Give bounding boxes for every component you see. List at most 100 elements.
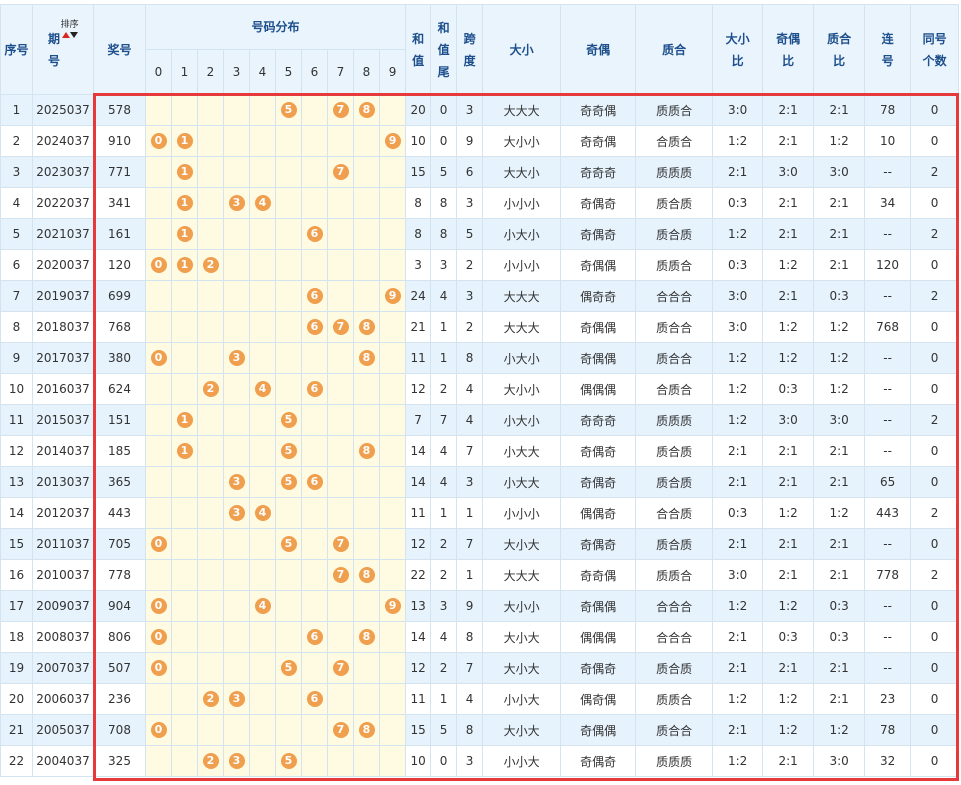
table-cell: 质质合 [635,249,714,281]
header-text: 大小比 [725,31,750,68]
digit-cell: 3 [223,683,250,715]
table-cell: 8 [456,342,484,374]
table-cell: 奇偶奇 [560,435,637,467]
digit-cell [223,714,250,746]
table-cell: 1:2 [813,125,866,157]
table-cell: 2017037 [32,342,94,374]
table-cell: 14 [405,466,432,498]
table-cell: 质合质 [635,435,714,467]
table-cell: 大大大 [482,94,562,126]
digit-header: 9 [378,49,407,95]
table-cell: 14 [405,435,432,467]
digit-header: 5 [275,49,302,95]
digit-cell [353,497,380,529]
table-cell: 365 [93,466,146,498]
table-cell: 质质合 [635,559,714,591]
table-cell: 2025037 [32,94,94,126]
digit-cell [171,94,198,126]
table-cell: 合质合 [635,125,714,157]
table-cell: 奇偶奇 [560,466,637,498]
table-cell: 2:1 [813,435,866,467]
digit-cell [197,590,224,622]
table-cell: 7 [430,404,458,436]
digit-cell [301,187,328,219]
table-row: 4 2022037 341 1 3 4 8 8 3 小小小 奇偶奇 质合质 0:3 2:1 2:1 34 0 [0,187,960,219]
table-cell: 13 [405,590,432,622]
table-cell: 8 [430,218,458,250]
table-cell: 0 [910,373,960,405]
digit-cell [378,373,407,405]
digit-cell [197,404,224,436]
digit-cell: 3 [223,466,250,498]
digit-cell [301,125,328,157]
digit-cell: 8 [353,559,380,591]
table-cell: 1:2 [813,714,866,746]
digit-cell [275,714,302,746]
table-cell: 65 [864,466,912,498]
digit-cell [275,280,302,312]
digit-cell: 0 [145,621,172,653]
digit-cell: 1 [171,404,198,436]
sort-control[interactable]: 排序 [61,20,79,42]
digit-ball: 4 [254,598,271,614]
table-cell: 偶偶奇 [560,497,637,529]
digit-cell: 9 [378,125,407,157]
table-cell: 2018037 [32,311,94,343]
table-cell: 2:1 [813,218,866,250]
digit-ball: 3 [228,195,245,211]
table-cell: 偶偶偶 [560,621,637,653]
digit-cell [378,311,407,343]
table-cell: 2019037 [32,280,94,312]
digit-cell: 1 [171,156,198,188]
digit-cell [171,745,198,777]
table-cell: 768 [93,311,146,343]
table-cell: 质质合 [635,683,714,715]
digit-cell [145,559,172,591]
digit-cell [275,497,302,529]
table-cell: 9 [0,342,33,374]
digit-ball: 7 [332,660,349,676]
table-cell: 12 [405,373,432,405]
digit-cell [197,187,224,219]
digit-cell: 2 [197,249,224,281]
digit-cell [171,714,198,746]
digit-ball: 3 [228,753,245,769]
digit-cell: 4 [249,497,276,529]
digit-header: 8 [353,49,380,95]
table-cell: 奇偶偶 [560,311,637,343]
table-cell: 2 [430,373,458,405]
digit-cell: 3 [223,745,250,777]
digit-cell [197,528,224,560]
table-cell: 1:2 [762,311,815,343]
table-cell: 0:3 [762,373,815,405]
table-cell: 2011037 [32,528,94,560]
digit-ball: 6 [306,691,323,707]
digit-cell [353,156,380,188]
table-cell: 1 [430,683,458,715]
sort-up [61,31,70,38]
digit-cell [327,466,354,498]
table-cell: 2:1 [712,528,764,560]
digit-cell [223,311,250,343]
digit-cell [223,156,250,188]
table-cell: 2:1 [762,125,815,157]
table-cell: 2:1 [813,94,866,126]
digit-ball: 4 [254,505,271,521]
table-cell: -- [864,156,912,188]
digit-cell [197,218,224,250]
digit-ball: 5 [280,753,297,769]
table-cell: 2:1 [712,435,764,467]
digit-cell [249,435,276,467]
digit-cell [275,683,302,715]
table-cell: 12 [405,528,432,560]
digit-cell: 7 [327,528,354,560]
table-cell: 5 [0,218,33,250]
table-cell: 1 [0,94,33,126]
table-cell: 2012037 [32,497,94,529]
table-cell: 10 [405,125,432,157]
digit-cell [301,559,328,591]
table-cell: 699 [93,280,146,312]
table-cell: 2:1 [813,466,866,498]
digit-cell [378,466,407,498]
